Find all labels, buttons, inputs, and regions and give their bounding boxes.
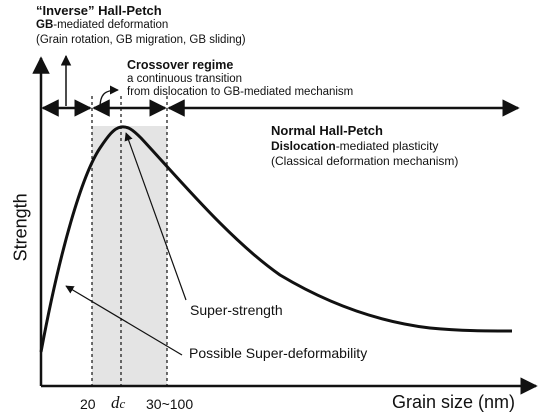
normal-line1-rest: -mediated plasticity (335, 139, 439, 153)
tick-30-100: 30~100 (146, 396, 194, 412)
tick-dc-main: d (111, 393, 120, 412)
crossover-line1: a continuous transition (127, 73, 243, 85)
crossover-label-arrow (99, 85, 119, 109)
super-deformability-pointer (65, 285, 183, 356)
crossover-title: Crossover regime (127, 58, 234, 72)
crossover-line2: from dislocation to GB-mediated mechanis… (127, 86, 354, 98)
y-axis-label: Strength (10, 193, 31, 262)
inverse-title: “Inverse” Hall-Petch (36, 3, 162, 18)
inverse-line1-rest: -mediated deformation (53, 19, 169, 31)
normal-line1-bold: Dislocation (271, 139, 336, 153)
super-deformability-label: Possible Super-deformability (189, 345, 368, 361)
super-strength-label: Super-strength (190, 302, 283, 318)
tick-dc: dc (111, 393, 125, 413)
x-axis-label: Grain size (nm) (392, 392, 516, 412)
normal-line1: Dislocation-mediated plasticity (271, 139, 439, 154)
inverse-line1-bold: GB (36, 19, 54, 31)
tick-20: 20 (80, 396, 96, 412)
crossover-shaded-region (92, 126, 167, 386)
normal-line2: (Classical deformation mechanism) (271, 154, 459, 168)
inverse-line1: GB-mediated deformation (36, 19, 168, 32)
inverse-line2: (Grain rotation, GB migration, GB slidin… (36, 34, 246, 46)
tick-dc-sub: c (119, 396, 126, 411)
normal-title: Normal Hall-Petch (271, 123, 383, 138)
strength-curve (39, 125, 513, 353)
super-strength-pointer (124, 132, 187, 301)
